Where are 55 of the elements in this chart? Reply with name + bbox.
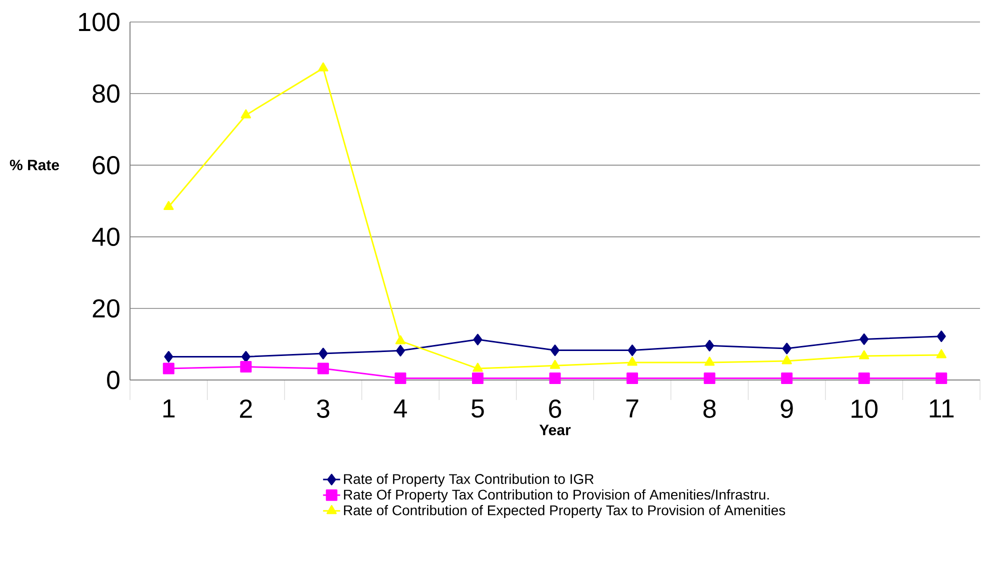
point	[162, 362, 174, 374]
x-tick-label: 3	[316, 400, 330, 418]
point	[318, 348, 328, 360]
point	[550, 344, 560, 356]
point	[473, 334, 482, 346]
point	[859, 350, 870, 360]
point	[550, 360, 560, 369]
point	[241, 350, 250, 362]
y-tick-label: 40	[92, 228, 120, 246]
point	[396, 344, 405, 356]
point	[549, 372, 561, 384]
point	[705, 340, 714, 352]
point	[936, 330, 946, 342]
point	[858, 372, 870, 384]
point	[782, 342, 792, 354]
x-tick-label: 2	[240, 400, 252, 418]
x-tick-label: 4	[394, 400, 407, 418]
legend-label: Rate of Property Tax Contribution to IGR	[344, 474, 594, 487]
point	[936, 349, 946, 358]
y-tick-label: 100	[79, 12, 120, 32]
x-tick-label: 1	[163, 400, 175, 418]
point	[240, 109, 251, 118]
point	[317, 362, 329, 374]
x-tick-label: 7	[626, 400, 638, 418]
y-tick-label: 80	[92, 84, 120, 103]
point	[395, 335, 406, 344]
point	[164, 350, 174, 362]
point	[704, 356, 715, 366]
point	[627, 356, 638, 366]
point	[628, 344, 637, 356]
x-tick-label: 8	[703, 400, 716, 418]
point	[782, 355, 792, 364]
point	[240, 361, 252, 373]
point	[164, 200, 174, 210]
point	[394, 372, 406, 384]
x-tick-label: 6	[549, 400, 562, 418]
point	[936, 372, 948, 384]
x-tick-label: 10	[852, 400, 878, 418]
legend-label: Rate Of Property Tax Contribution to Provision of Amenities/Infrastru.	[344, 489, 769, 502]
y-axis-title: % Rate	[10, 160, 60, 170]
x-axis-title: Year	[539, 424, 571, 436]
y-tick-label: 20	[92, 299, 120, 318]
y-tick-label: 0	[107, 370, 120, 390]
point	[472, 372, 484, 384]
legend-label: Rate of Contribution of Expected Property Tax to Provision of Amenities	[344, 504, 786, 518]
y-tick-label: 60	[92, 156, 120, 174]
point	[704, 372, 716, 384]
point	[472, 362, 483, 372]
point	[318, 62, 328, 72]
point	[860, 333, 869, 345]
x-tick-label: 9	[780, 400, 793, 418]
x-tick-label: 5	[472, 400, 484, 418]
point	[626, 372, 638, 384]
x-tick-label: 11	[930, 400, 954, 418]
point	[781, 372, 793, 384]
